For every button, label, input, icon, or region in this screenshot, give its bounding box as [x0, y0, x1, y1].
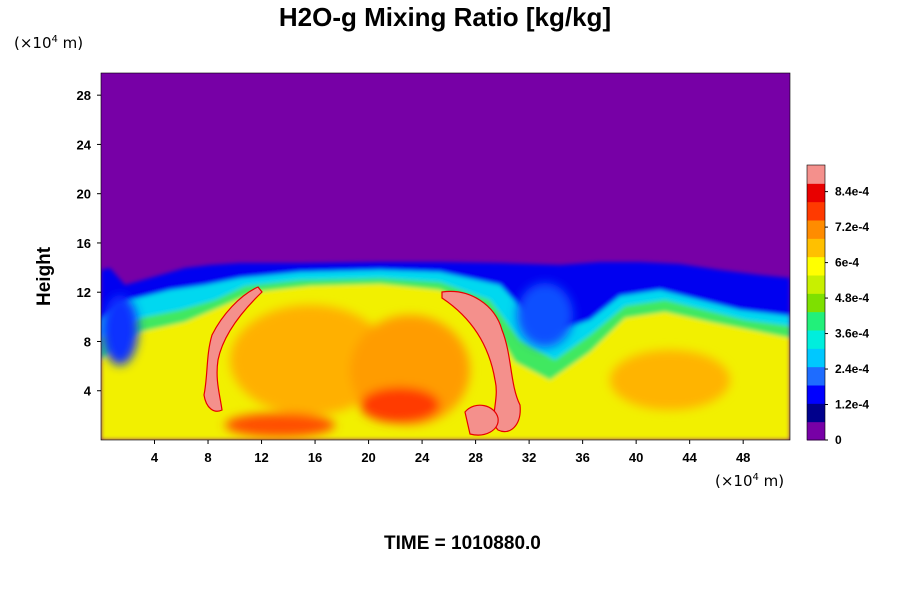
colorbar-swatch [807, 293, 825, 313]
colorbar-swatch [807, 256, 825, 276]
colorbar-swatch [807, 201, 825, 221]
x-tick-label: 48 [736, 450, 750, 465]
x-tick-label: 12 [254, 450, 268, 465]
colorbar-label: 7.2e-4 [835, 220, 869, 234]
x-tick-label: 28 [468, 450, 482, 465]
colorbar: 0 1.2e-4 2.4e-4 3.6e-4 4.8e-4 6e-4 7.2e-4 8.4e-… [806, 164, 869, 447]
x-tick-label: 8 [204, 450, 211, 465]
colorbar-label: 6e-4 [835, 256, 859, 270]
time-label: TIME = 1010880.0 [384, 533, 541, 554]
colorbar-swatch [807, 275, 825, 294]
field-blob-red-2 [225, 413, 335, 437]
colorbar-label: 4.8e-4 [835, 291, 869, 305]
field-plume-right-base [464, 404, 499, 436]
colorbar-label: 1.2e-4 [835, 398, 869, 412]
y-tick-label: 4 [84, 384, 92, 399]
y-tick-label: 20 [77, 187, 91, 202]
colorbar-swatch [807, 403, 825, 423]
x-tick-label: 32 [522, 450, 536, 465]
colorbar-label: 2.4e-4 [835, 362, 869, 376]
y-tick-label: 12 [77, 285, 91, 300]
colorbar-swatch [807, 366, 825, 386]
field-plume-right [441, 290, 521, 433]
field-plume-left [203, 286, 263, 412]
colorbar-swatch [807, 165, 825, 184]
colorbar-swatch [807, 421, 825, 441]
field-blob-orange-1 [230, 305, 390, 415]
x-tick-label: 4 [151, 450, 159, 465]
colorbar-swatch [807, 330, 825, 349]
field-blob-orange-3 [610, 350, 730, 410]
x-tick-label: 40 [629, 450, 643, 465]
chart-title: H2O-g Mixing Ratio [kg/kg] [278, 2, 612, 32]
y-tick-label: 28 [77, 88, 91, 103]
colorbar-swatch [807, 348, 825, 368]
colorbar-swatch [807, 311, 825, 331]
colorbar-label: 0 [835, 433, 842, 447]
y-tick-label: 8 [84, 334, 91, 349]
colorbar-swatch [807, 220, 825, 239]
x-axis-unit: (×104 m) [715, 472, 785, 490]
heatmap-field [101, 73, 790, 440]
y-tick-label: 24 [77, 137, 92, 152]
colorbar-swatch [807, 238, 825, 258]
y-axis-unit: (×104 m) [14, 34, 84, 52]
colorbar-frame [806, 164, 826, 441]
field-blob-blue-left [102, 295, 138, 365]
plot-frame [100, 72, 791, 441]
colorbar-label: 8.4e-4 [835, 185, 869, 199]
x-tick-label: 44 [682, 450, 697, 465]
x-tick-label: 24 [415, 450, 430, 465]
field-blob-blue-mid [517, 283, 573, 347]
colorbar-label: 3.6e-4 [835, 327, 869, 341]
x-tick-label: 36 [575, 450, 589, 465]
y-tick-label: 16 [77, 236, 91, 251]
x-tick-label: 20 [361, 450, 375, 465]
x-axis: 4 8 12 16 20 24 28 32 36 40 44 48 [151, 440, 750, 465]
y-axis: 4 8 12 16 20 24 28 [77, 88, 101, 399]
colorbar-swatch [807, 183, 825, 203]
colorbar-swatch [807, 385, 825, 404]
field-blob-red-1 [360, 387, 440, 423]
x-tick-label: 16 [308, 450, 322, 465]
